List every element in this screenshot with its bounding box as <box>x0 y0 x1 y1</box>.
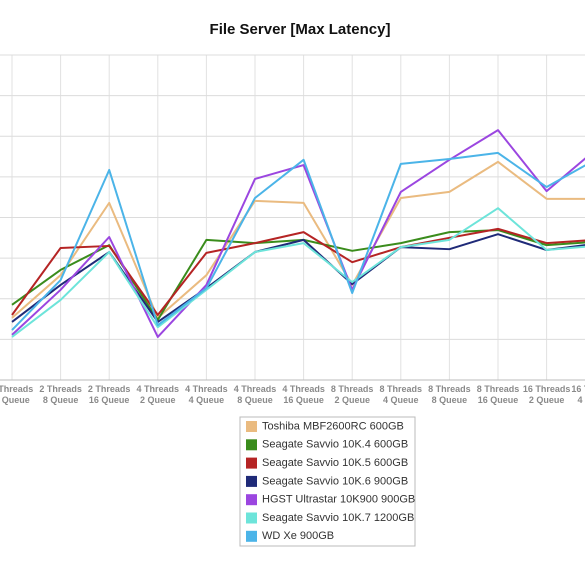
x-tick-label: 4 Threads 2 Queue <box>137 384 180 405</box>
x-tick-line: 4 Threads <box>282 384 325 394</box>
x-tick-line: 8 Queue <box>432 395 468 405</box>
legend-label: Seagate Savvio 10K.5 600GB <box>262 457 408 469</box>
x-tick-line: 8 Threads <box>380 384 423 394</box>
legend-swatch <box>246 494 257 506</box>
x-tick-line: 8 Queue <box>43 395 79 405</box>
legend-label: WD Xe 900GB <box>262 530 334 542</box>
x-tick-label: 8 Threads 16 Queue <box>477 384 520 405</box>
x-tick-line: 16 Queue <box>283 395 324 405</box>
series-line <box>11 227 585 316</box>
legend <box>239 416 416 547</box>
x-tick-line: 16 Queue <box>89 395 130 405</box>
series-line <box>11 129 585 338</box>
x-tick-line: 4 Threads <box>234 384 277 394</box>
legend-swatch <box>246 421 257 432</box>
x-tick-line: 16 Queue <box>478 395 519 405</box>
legend-swatch <box>246 475 257 487</box>
x-tick-line: 4 Threads <box>185 384 228 394</box>
x-tick-line: 16 Threads <box>523 384 571 394</box>
x-tick-line: 2 Queue <box>140 395 176 405</box>
x-tick-line: 8 Queue <box>237 395 273 405</box>
series-line <box>11 151 585 331</box>
x-tick-line: 8 Threads <box>428 384 471 394</box>
x-tick-label: 8 Threads 2 Queue <box>331 384 374 405</box>
legend-swatch <box>246 530 257 542</box>
x-tick-label: 16 Threads 2 Queue <box>523 384 571 405</box>
x-tick-label: 2 Threads 16 Queue <box>88 384 131 405</box>
x-tick-line: 2 Threads <box>39 384 82 394</box>
x-tick-line: 2 Threads <box>0 384 33 394</box>
legend-swatch <box>246 439 257 451</box>
legend-label: Seagate Savvio 10K.7 1200GB <box>262 512 414 524</box>
x-tick-line: 8 Threads <box>331 384 374 394</box>
x-tick-line: 4 Queue <box>189 395 225 405</box>
x-tick-line: 2 Queue <box>529 395 565 405</box>
x-tick-label: 2 Threads 8 Queue <box>39 384 82 405</box>
x-tick-label: 4 Threads 4 Queue <box>185 384 228 405</box>
x-tick-line: 2 Threads <box>88 384 131 394</box>
chart-title: File Server [Max Latency] <box>210 21 391 38</box>
x-tick-line: 4 Queue <box>0 395 30 405</box>
series-line <box>11 207 585 338</box>
x-tick-label: 4 Threads 16 Queue <box>282 384 325 405</box>
legend-label: Seagate Savvio 10K.6 900GB <box>262 475 408 487</box>
x-tick-line: 4 Queue <box>383 395 419 405</box>
x-tick-label: 8 Threads 4 Queue <box>380 384 423 405</box>
legend-label: Toshiba MBF2600RC 600GB <box>262 420 404 432</box>
x-tick-label: 8 Threads 8 Queue <box>428 384 471 405</box>
legend-swatch <box>246 512 257 524</box>
legend-label: Seagate Savvio 10K.4 600GB <box>262 439 408 451</box>
x-tick-line: 2 Queue <box>334 395 370 405</box>
legend-swatch <box>246 457 257 469</box>
legend-label: HGST Ultrastar 10K900 900GB <box>262 494 415 506</box>
x-tick-label: 4 Threads 8 Queue <box>234 384 277 405</box>
series-line <box>11 160 585 319</box>
x-tick-line: 4 Threads <box>137 384 180 394</box>
x-tick-line: 16 Threads <box>571 384 585 394</box>
x-tick-line: 8 Threads <box>477 384 520 394</box>
x-tick-line: 4 Queue <box>577 395 585 405</box>
